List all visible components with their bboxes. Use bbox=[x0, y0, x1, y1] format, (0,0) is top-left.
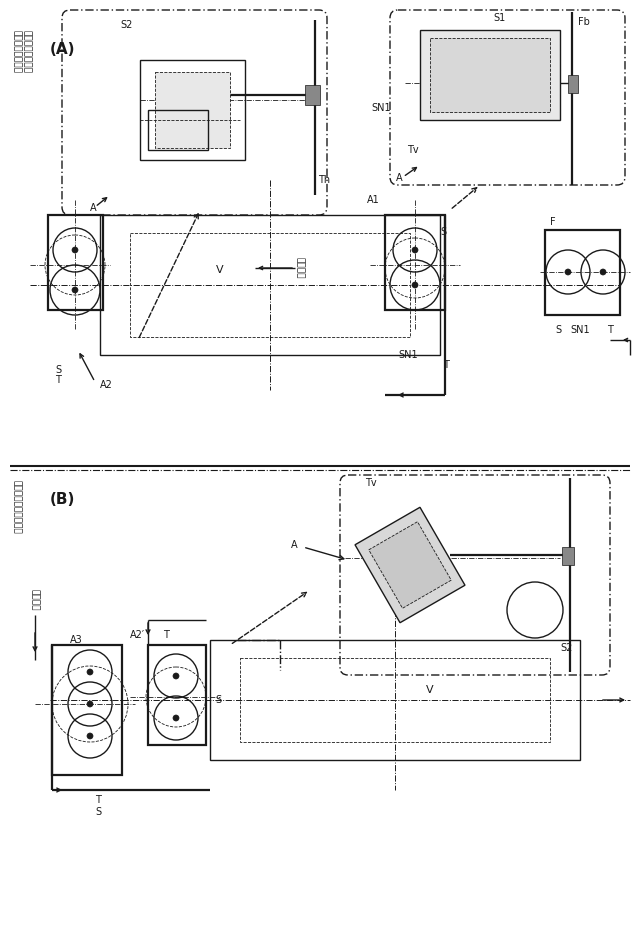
Circle shape bbox=[72, 247, 78, 253]
Text: (B): (B) bbox=[50, 492, 76, 507]
Text: ミニバンの左側の: ミニバンの左側の bbox=[12, 30, 21, 73]
Text: T: T bbox=[95, 795, 101, 805]
Bar bbox=[140, 60, 245, 160]
Text: A: A bbox=[396, 173, 403, 183]
Circle shape bbox=[600, 269, 606, 275]
Circle shape bbox=[565, 269, 571, 275]
Bar bbox=[48, 215, 103, 310]
Text: S2: S2 bbox=[560, 643, 572, 653]
Circle shape bbox=[87, 701, 93, 707]
Text: S: S bbox=[95, 807, 101, 817]
Circle shape bbox=[87, 669, 93, 675]
Bar bbox=[148, 645, 206, 745]
Circle shape bbox=[87, 733, 93, 739]
Text: SN1: SN1 bbox=[398, 350, 418, 360]
Bar bbox=[305, 85, 320, 105]
Text: A2′: A2′ bbox=[130, 630, 145, 640]
Text: A: A bbox=[90, 203, 97, 213]
Polygon shape bbox=[369, 522, 451, 609]
Text: 走行方向: 走行方向 bbox=[296, 257, 305, 279]
Text: SN1: SN1 bbox=[570, 325, 590, 335]
Bar bbox=[210, 640, 580, 760]
Text: T: T bbox=[607, 325, 613, 335]
Text: T: T bbox=[163, 630, 169, 640]
Bar bbox=[430, 38, 550, 112]
Text: (A): (A) bbox=[50, 42, 76, 57]
Text: T: T bbox=[55, 375, 61, 385]
Text: 走行方向: 走行方向 bbox=[31, 589, 40, 610]
Text: 側面・上面洗浄時: 側面・上面洗浄時 bbox=[22, 30, 31, 73]
Circle shape bbox=[173, 715, 179, 721]
Bar bbox=[568, 75, 578, 93]
Bar bbox=[562, 547, 574, 565]
Text: S2: S2 bbox=[120, 20, 132, 30]
Text: S: S bbox=[55, 365, 61, 375]
Text: Tv: Tv bbox=[407, 145, 419, 155]
Bar bbox=[240, 658, 550, 742]
Text: Th: Th bbox=[318, 175, 330, 185]
Circle shape bbox=[412, 247, 418, 253]
Bar bbox=[148, 110, 208, 150]
Text: A1: A1 bbox=[367, 195, 380, 205]
Bar bbox=[155, 72, 230, 148]
Text: Tv: Tv bbox=[365, 478, 376, 488]
Text: ミニバンの後面洗浄時: ミニバンの後面洗浄時 bbox=[12, 480, 21, 534]
Text: V: V bbox=[216, 265, 224, 275]
Text: F: F bbox=[550, 217, 556, 227]
Text: A3: A3 bbox=[70, 635, 83, 645]
Text: S: S bbox=[440, 227, 446, 237]
Bar bbox=[130, 233, 410, 337]
Text: V: V bbox=[426, 685, 434, 695]
Text: SN1: SN1 bbox=[371, 103, 391, 113]
Circle shape bbox=[173, 673, 179, 679]
Polygon shape bbox=[355, 507, 465, 623]
Bar bbox=[545, 230, 620, 315]
Text: S: S bbox=[215, 695, 221, 705]
Text: S1: S1 bbox=[494, 13, 506, 23]
Circle shape bbox=[72, 287, 78, 293]
Bar bbox=[52, 645, 122, 775]
Bar bbox=[100, 215, 440, 355]
Bar bbox=[385, 215, 445, 310]
Text: Fb: Fb bbox=[578, 17, 590, 27]
Bar bbox=[420, 30, 560, 120]
Text: A2: A2 bbox=[100, 380, 113, 390]
Text: S: S bbox=[555, 325, 561, 335]
Text: T: T bbox=[443, 360, 449, 370]
Circle shape bbox=[412, 282, 418, 288]
Text: A: A bbox=[291, 540, 298, 550]
